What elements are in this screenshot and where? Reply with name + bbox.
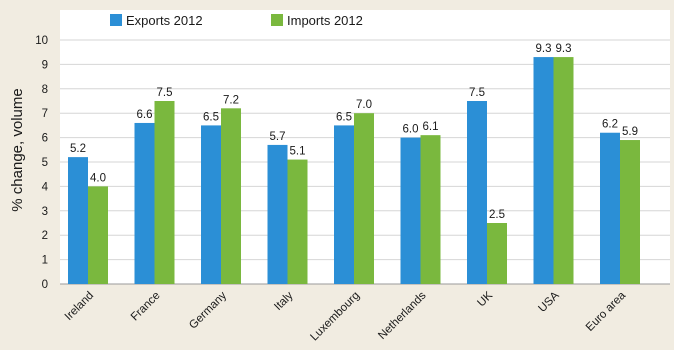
data-label: 5.7 — [270, 131, 286, 143]
legend-label: Imports 2012 — [287, 13, 363, 28]
bar-exports — [334, 125, 354, 285]
bar-imports — [287, 159, 308, 284]
x-category-label: Italy — [272, 289, 296, 313]
x-category-label: Luxembourg — [308, 290, 362, 344]
data-label: 7.2 — [223, 94, 239, 106]
y-axis-ticks: 0 1 2 3 4 5 6 7 8 9 10 — [35, 35, 48, 291]
bar-imports — [88, 186, 108, 284]
x-axis-labels: Ireland France Germany Italy Luxembourg Nethe… — [63, 289, 629, 343]
y-tick-label: 10 — [35, 35, 48, 47]
legend: Exports 2012 Imports 2012 — [110, 13, 363, 28]
bar-imports — [553, 57, 574, 284]
bar-exports — [68, 157, 88, 284]
y-tick-label: 9 — [42, 59, 48, 71]
y-tick-label: 2 — [42, 230, 48, 242]
x-category-label: Germany — [187, 289, 229, 331]
data-label: 6.1 — [423, 121, 439, 133]
bar-imports — [154, 101, 175, 284]
bar-exports — [134, 122, 155, 285]
bar-imports — [221, 108, 241, 284]
x-category-label: UK — [475, 289, 495, 309]
legend-swatch — [110, 14, 122, 26]
legend-swatch — [271, 14, 283, 26]
bar-exports — [533, 57, 554, 284]
data-label: 6.5 — [336, 111, 352, 123]
bar-exports — [267, 144, 288, 284]
bar-imports — [420, 135, 441, 284]
bar-exports — [467, 101, 487, 284]
data-label: 6.6 — [137, 109, 153, 121]
x-category-label: France — [129, 290, 163, 324]
bars — [68, 57, 640, 285]
y-tick-label: 0 — [42, 279, 48, 291]
bar-imports — [354, 113, 374, 284]
data-label: 7.5 — [469, 87, 485, 99]
data-label: 9.3 — [556, 43, 572, 55]
y-tick-label: 4 — [42, 181, 49, 193]
data-label: 5.2 — [70, 143, 86, 155]
data-label: 4.0 — [90, 172, 106, 184]
y-tick-label: 6 — [42, 133, 48, 145]
x-category-label: Ireland — [63, 290, 96, 323]
bar-exports — [201, 125, 221, 285]
y-tick-label: 1 — [42, 255, 48, 267]
data-label: 5.9 — [622, 126, 638, 138]
legend-label: Exports 2012 — [126, 13, 203, 28]
bar-exports — [600, 132, 620, 284]
y-tick-label: 3 — [42, 206, 48, 218]
data-label: 6.0 — [403, 124, 419, 136]
y-tick-label: 5 — [42, 157, 48, 169]
x-category-label: Netherlands — [376, 289, 429, 342]
data-label: 7.5 — [157, 87, 173, 99]
y-axis-title: % change, volume — [9, 88, 26, 211]
bar-exports — [400, 137, 421, 284]
data-label: 5.1 — [290, 146, 306, 158]
data-label: 6.5 — [203, 111, 219, 123]
bar-imports — [487, 223, 507, 284]
data-label: 7.0 — [356, 99, 372, 111]
data-label: 9.3 — [536, 43, 552, 55]
bar-imports — [620, 140, 640, 284]
data-label: 6.2 — [602, 119, 618, 131]
data-labels: 5.2 4.0 6.6 7.5 6.5 7.2 5.7 5.1 6.5 7.0 6.0 6.1 7.5 2… — [70, 43, 638, 221]
y-tick-label: 8 — [42, 84, 48, 96]
x-category-label: Euro area — [584, 289, 629, 334]
data-label: 2.5 — [489, 209, 505, 221]
y-tick-label: 7 — [42, 108, 48, 120]
x-category-label: USA — [536, 289, 561, 314]
